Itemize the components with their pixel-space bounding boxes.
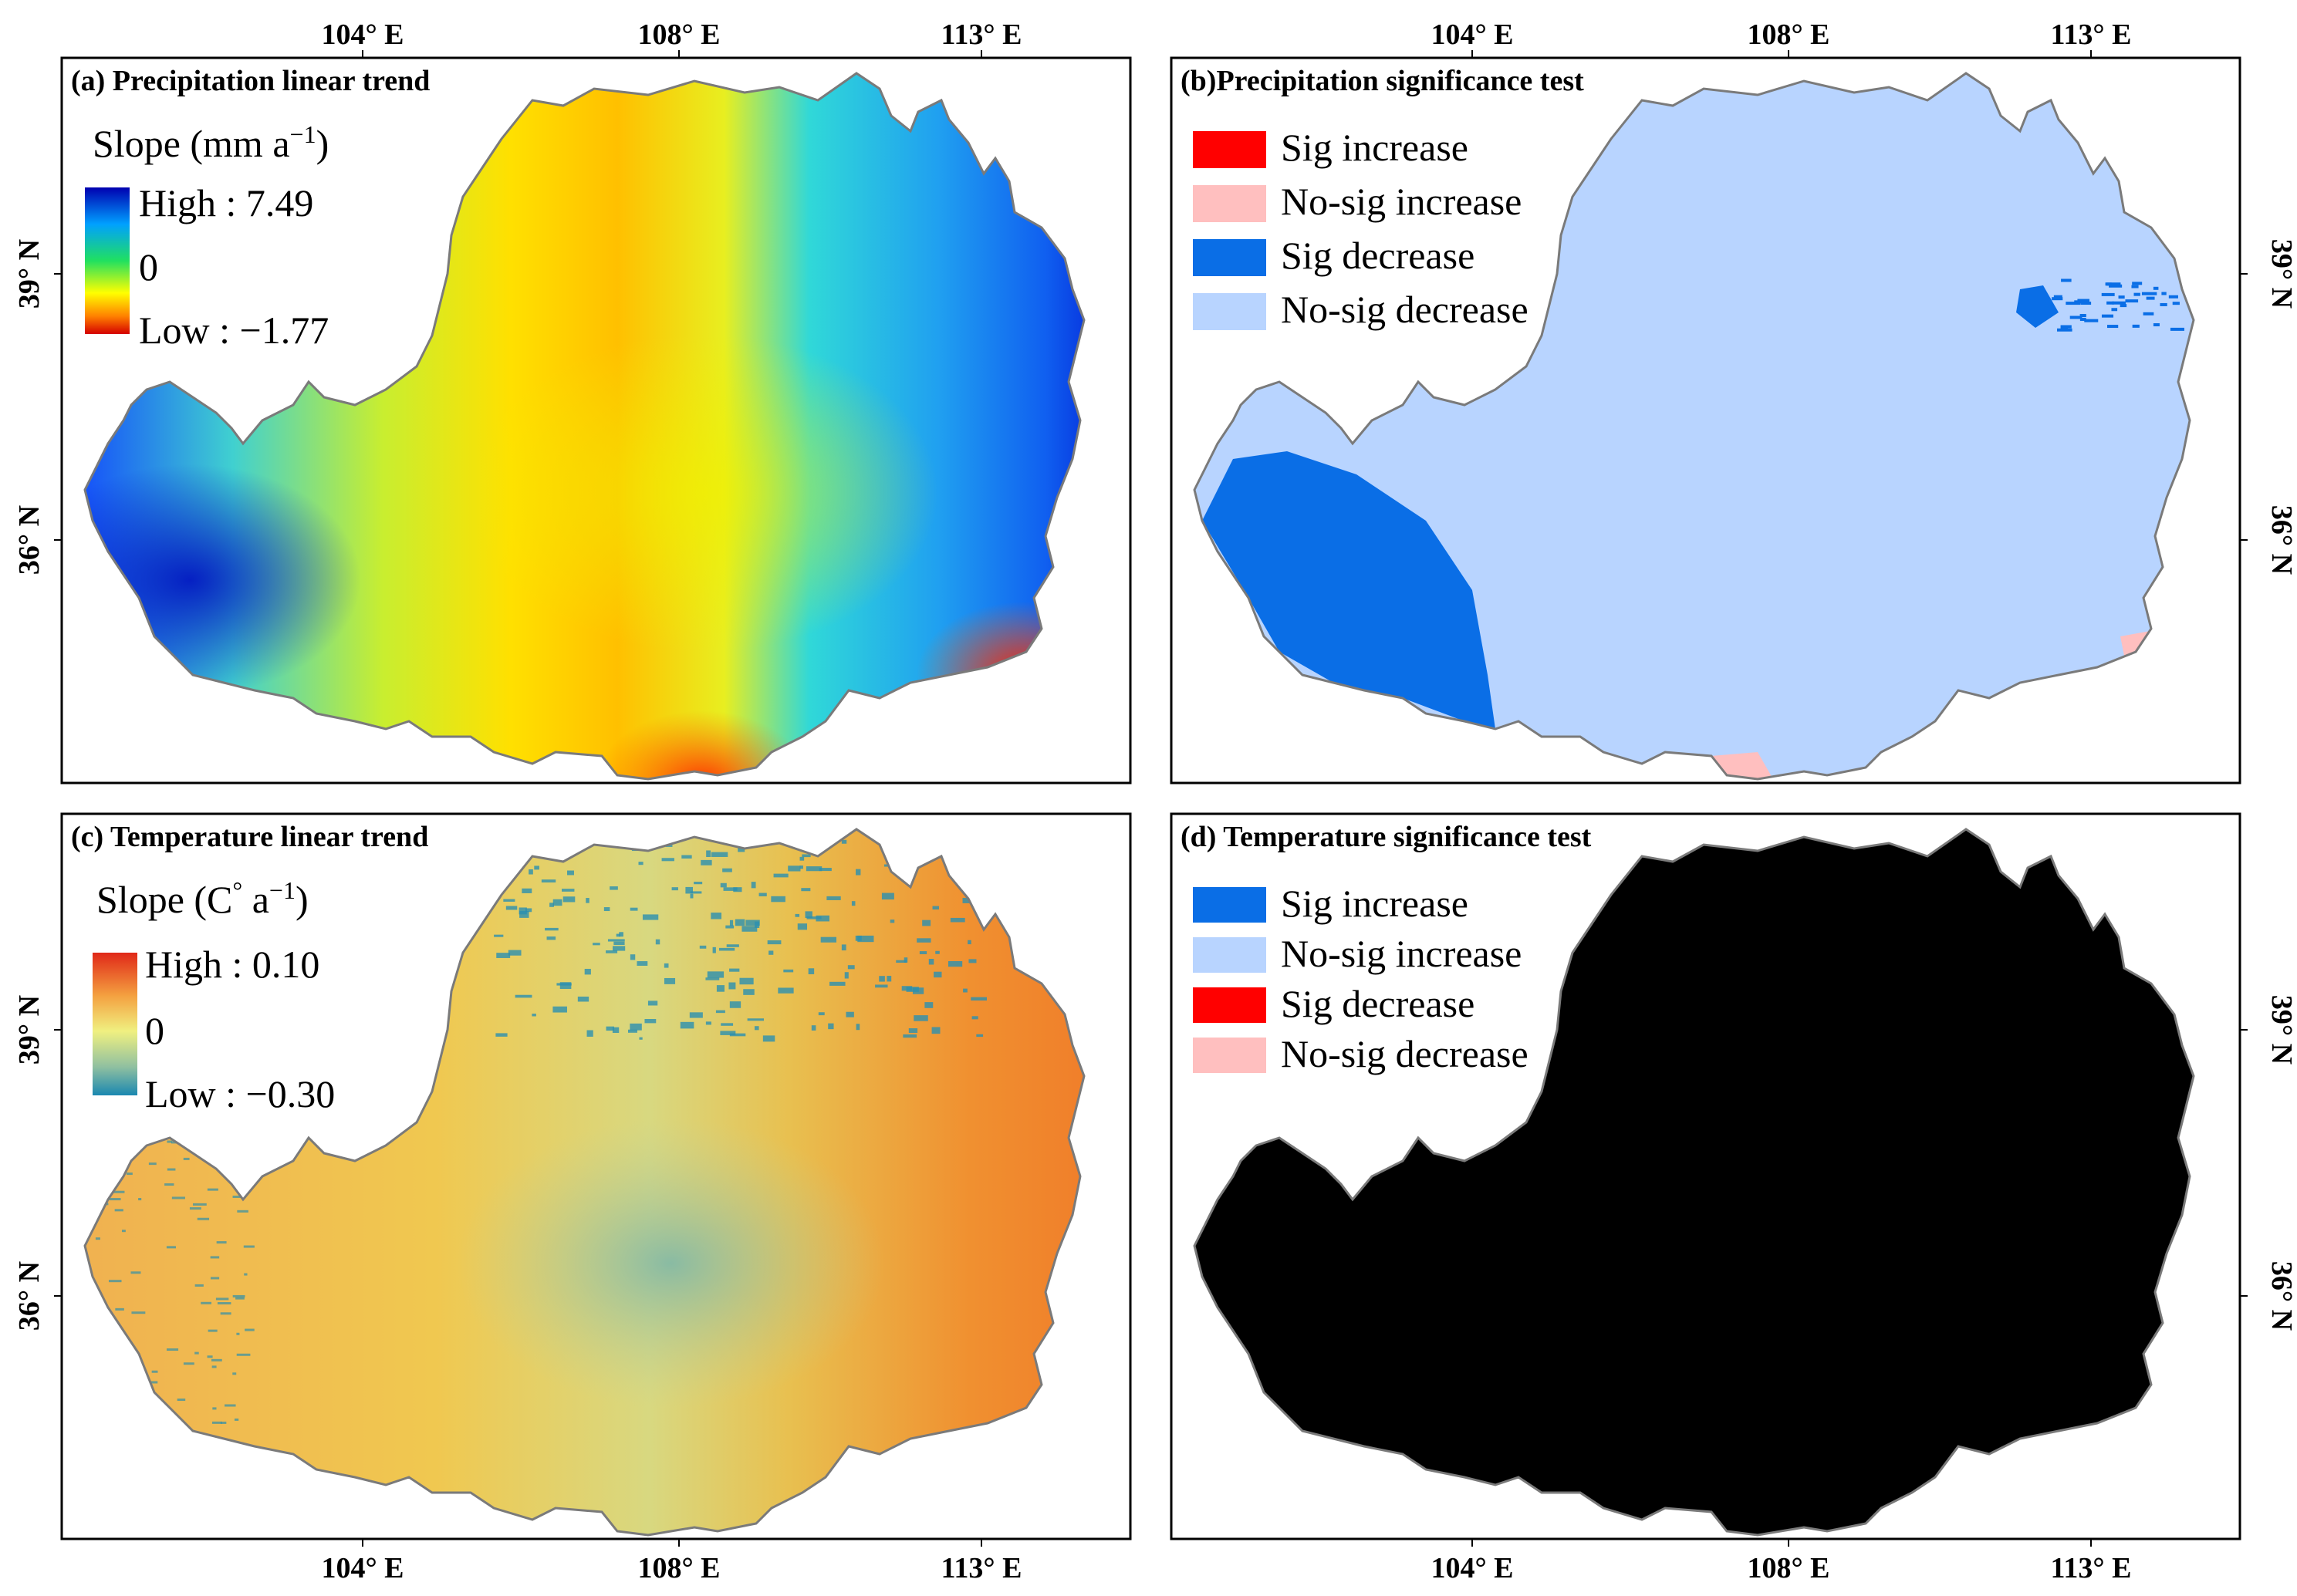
lon-label-top: 108° E	[1747, 19, 1829, 51]
lat-label-left: 39° N	[13, 239, 46, 309]
panel-b: (b)Precipitation significance test Sig in…	[1170, 56, 2241, 785]
legend-label-0: Sig increase	[1281, 126, 1468, 169]
precip-trend-raster	[85, 73, 1084, 779]
nosig-increase-central	[1626, 1138, 1881, 1535]
lon-label-bottom: 113° E	[2051, 1552, 2132, 1584]
map-frame	[1170, 812, 2241, 1540]
legend-label-1: No-sig increase	[1281, 180, 1522, 223]
temp-field-center	[85, 829, 1084, 1535]
legend-zero-label: 0	[139, 245, 158, 288]
legend-swatch-0	[1193, 131, 1266, 168]
legend-label-3: No-sig decrease	[1281, 1032, 1529, 1075]
lon-label-top: 104° E	[321, 19, 404, 51]
panel-c: (c) Temperature linear trend Slope (C° a−…	[60, 812, 1132, 1540]
legend-zero-label: 0	[145, 1009, 164, 1052]
legend-high-label: High : 0.10	[145, 943, 319, 986]
lon-label-bottom: 108° E	[637, 1552, 720, 1584]
lat-label-right: 36° N	[2265, 1261, 2297, 1331]
lon-label-top: 113° E	[2051, 19, 2132, 51]
legend-swatch-2	[1193, 239, 1266, 276]
lat-label-right: 39° N	[2265, 239, 2297, 309]
legend-high-label: High : 7.49	[139, 181, 313, 224]
map-frame	[1170, 56, 2241, 785]
lon-label-bottom: 104° E	[1431, 1552, 1513, 1584]
nosig-increase-s	[1711, 752, 1773, 779]
lon-label-bottom: 104° E	[321, 1552, 404, 1584]
lat-label-left: 39° N	[13, 995, 46, 1065]
legend-label-0: Sig increase	[1281, 882, 1468, 925]
legend-label-2: Sig decrease	[1281, 234, 1474, 277]
legend-color-ramp	[85, 187, 130, 334]
sig-decrease-sw	[1202, 451, 1495, 729]
legend-swatch-0	[1193, 887, 1266, 923]
panel-title: (c) Temperature linear trend	[71, 821, 428, 853]
lon-label-top: 108° E	[637, 19, 720, 51]
precip-field-s	[85, 73, 1084, 779]
legend-swatch-3	[1193, 1038, 1266, 1073]
temp-trend-raster	[85, 829, 1084, 1535]
panel-a: (a) Precipitation linear trend Slope (mm …	[60, 56, 1132, 785]
lat-label-right: 39° N	[2265, 995, 2297, 1065]
lon-label-bottom: 108° E	[1747, 1552, 1829, 1584]
map-frame	[60, 812, 1132, 1540]
panel-d: (d) Temperature significance test Sig inc…	[1170, 812, 2241, 1540]
map-frame	[60, 56, 1132, 785]
legend-swatch-2	[1193, 987, 1266, 1023]
panel-title: (b)Precipitation significance test	[1181, 65, 1584, 97]
sig-decrease-east	[2103, 1115, 2161, 1192]
lon-label-bottom: 113° E	[941, 1552, 1022, 1584]
lat-label-right: 36° N	[2265, 505, 2297, 575]
lon-label-top: 104° E	[1431, 19, 1513, 51]
legend-low-label: Low : −0.30	[145, 1072, 335, 1115]
nosig-increase-se	[2120, 629, 2167, 675]
panel-title: (a) Precipitation linear trend	[71, 65, 430, 97]
legend-swatch-1	[1193, 937, 1266, 973]
legend-title: Slope (C° a−1)	[96, 876, 309, 921]
legend-label-3: No-sig decrease	[1281, 288, 1529, 331]
lat-label-left: 36° N	[13, 1261, 46, 1331]
lat-label-left: 36° N	[13, 505, 46, 575]
legend-label-2: Sig decrease	[1281, 982, 1474, 1025]
nosig-increase-north	[1628, 949, 1671, 995]
sig-decrease-ne	[2016, 285, 2059, 328]
legend-label-1: No-sig increase	[1281, 932, 1522, 975]
sig-decrease-ne	[2035, 1067, 2063, 1085]
legend-low-label: Low : −1.77	[139, 309, 329, 352]
legend-swatch-3	[1193, 293, 1266, 330]
legend-color-ramp	[93, 953, 137, 1095]
legend-title: Slope (mm a−1)	[93, 120, 329, 165]
lon-label-top: 113° E	[941, 19, 1022, 51]
panel-title: (d) Temperature significance test	[1181, 821, 1592, 853]
legend-swatch-1	[1193, 185, 1266, 222]
